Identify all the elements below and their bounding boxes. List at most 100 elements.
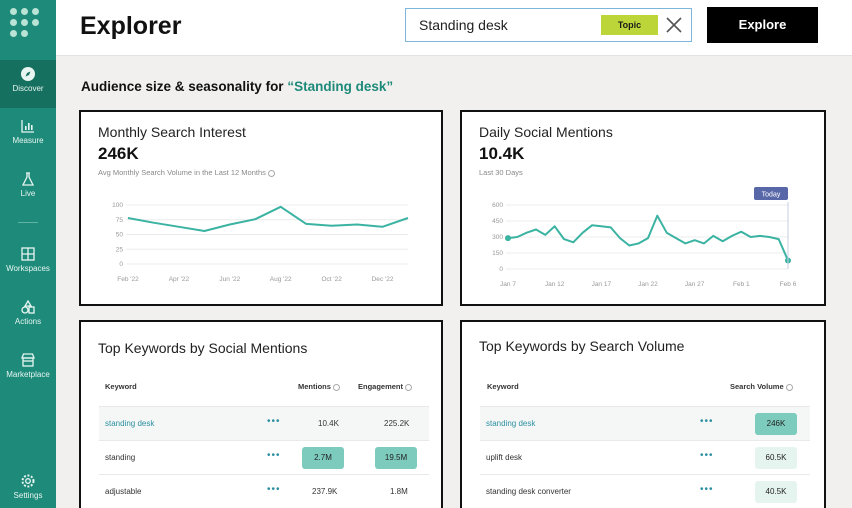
close-icon[interactable] xyxy=(664,15,684,35)
more-icon[interactable]: ••• xyxy=(267,450,281,461)
sidebar-item-workspaces[interactable]: Workspaces xyxy=(0,240,56,288)
info-icon[interactable] xyxy=(785,383,793,391)
sidebar-item-label: Settings xyxy=(13,491,43,500)
info-icon[interactable] xyxy=(267,169,275,177)
y-tick-label: 100 xyxy=(112,202,123,209)
y-tick-label: 0 xyxy=(499,266,503,273)
column-header-search-volume[interactable]: Search Volume xyxy=(730,382,793,391)
section-title-prefix: Audience size & seasonality for xyxy=(81,79,288,94)
table-row[interactable]: standing ••• 2.7M 19.5M xyxy=(99,440,429,474)
section-title-query: “Standing desk” xyxy=(287,79,394,94)
card-subtitle-text: Avg Monthly Search Volume in the Last 12… xyxy=(98,168,266,177)
sidebar-item-settings[interactable]: Settings xyxy=(0,469,56,508)
more-icon[interactable]: ••• xyxy=(267,484,281,495)
table-row[interactable]: standing desk converter ••• 40.5K xyxy=(480,474,810,508)
sidebar-item-label: Actions xyxy=(14,317,42,326)
sidebar-item-measure[interactable]: Measure xyxy=(0,112,56,160)
y-tick-label: 150 xyxy=(492,250,503,257)
y-tick-label: 75 xyxy=(116,217,124,224)
topic-badge: Topic xyxy=(601,15,658,35)
x-tick-label: Aug '22 xyxy=(270,276,292,283)
search-volume-value: 40.5K xyxy=(755,481,797,503)
grid-icon xyxy=(21,247,35,261)
y-tick-label: 300 xyxy=(492,234,503,241)
engagement-value: 19.5M xyxy=(375,447,417,469)
y-tick-label: 50 xyxy=(116,232,124,239)
flask-icon xyxy=(21,172,35,186)
card-title: Top Keywords by Social Mentions xyxy=(98,340,308,356)
page-title: Explorer xyxy=(80,12,182,40)
more-icon[interactable]: ••• xyxy=(700,450,714,461)
x-tick-label: Feb '22 xyxy=(117,276,139,283)
today-marker-badge xyxy=(754,187,788,200)
sidebar-item-label: Workspaces xyxy=(6,264,50,273)
store-icon xyxy=(21,353,35,367)
sidebar-item-label: Measure xyxy=(12,136,44,145)
keyword-text[interactable]: standing xyxy=(105,453,136,462)
more-icon[interactable]: ••• xyxy=(267,416,281,427)
search-keywords-card: Top Keywords by Search Volume Keyword Se… xyxy=(460,320,826,508)
series-line xyxy=(507,214,789,261)
x-tick-label: Feb 1 xyxy=(733,281,750,288)
keyword-link[interactable]: standing desk xyxy=(105,419,155,428)
card-value: 246K xyxy=(98,144,139,163)
daily-line-chart: 0 150 300 450 600 Jan 7 Jan 12 Jan 17 Jan 22 Jan … xyxy=(492,187,797,288)
monthly-line-chart: 0 25 50 75 100 Feb '22 Apr '22 Jun '22 Aug '22 Oc… xyxy=(112,202,409,283)
keyword-text[interactable]: adjustable xyxy=(105,487,142,496)
x-tick-label: Jan 17 xyxy=(592,281,612,288)
sidebar-item-discover[interactable]: Discover xyxy=(0,60,56,108)
table-row[interactable]: standing desk ••• 246K xyxy=(480,406,810,440)
sidebar-item-label: Live xyxy=(20,189,36,198)
mentions-value: 2.7M xyxy=(302,447,344,469)
keyword-text[interactable]: uplift desk xyxy=(486,453,523,462)
search-input[interactable]: Standing desk Topic xyxy=(405,8,692,42)
card-title: Top Keywords by Search Volume xyxy=(479,338,685,354)
x-tick-label: Jan 22 xyxy=(638,281,658,288)
series-line xyxy=(127,205,409,232)
column-header-keyword[interactable]: Keyword xyxy=(105,382,137,391)
sidebar-item-actions[interactable]: Actions xyxy=(0,293,56,341)
data-point xyxy=(505,235,511,242)
sidebar-item-live[interactable]: Live xyxy=(0,165,56,213)
search-volume-value: 60.5K xyxy=(755,447,797,469)
social-keywords-card: Top Keywords by Social Mentions Keyword … xyxy=(79,320,443,508)
card-subtitle: Avg Monthly Search Volume in the Last 12… xyxy=(98,168,275,177)
header: Explorer Standing desk Topic Explore xyxy=(56,0,852,56)
table-row[interactable]: adjustable ••• 237.9K 1.8M xyxy=(99,474,429,508)
keyword-link[interactable]: standing desk xyxy=(486,419,536,428)
table-row[interactable]: uplift desk ••• 60.5K xyxy=(480,440,810,474)
x-tick-label: Jan 7 xyxy=(500,281,516,288)
column-header-label: Engagement xyxy=(358,382,404,391)
shapes-icon xyxy=(21,299,35,314)
keyword-text[interactable]: standing desk converter xyxy=(486,487,571,496)
more-icon[interactable]: ••• xyxy=(700,416,714,427)
x-tick-label: Jan 27 xyxy=(685,281,705,288)
monthly-search-card: Monthly Search Interest 246K Avg Monthly… xyxy=(79,110,443,306)
sidebar: Discover Measure Live Workspaces Actions… xyxy=(0,0,56,508)
mentions-value: 237.9K xyxy=(312,487,338,496)
engagement-value: 1.8M xyxy=(390,487,408,496)
x-tick-label: Jun '22 xyxy=(219,276,240,283)
logo-icon[interactable] xyxy=(10,8,40,38)
engagement-value: 225.2K xyxy=(384,419,410,428)
card-subtitle: Last 30 Days xyxy=(479,168,523,177)
column-header-label: Search Volume xyxy=(730,382,784,391)
column-header-keyword[interactable]: Keyword xyxy=(487,382,519,391)
info-icon[interactable] xyxy=(332,383,340,391)
table-row[interactable]: standing desk ••• 10.4K 225.2K xyxy=(99,406,429,440)
column-header-engagement[interactable]: Engagement xyxy=(358,382,413,391)
column-header-label: Mentions xyxy=(298,382,331,391)
section-title: Audience size & seasonality for “Standin… xyxy=(81,79,393,94)
column-header-mentions[interactable]: Mentions xyxy=(298,382,340,391)
x-tick-label: Jan 12 xyxy=(545,281,565,288)
sidebar-item-label: Marketplace xyxy=(6,370,50,379)
more-icon[interactable]: ••• xyxy=(700,484,714,495)
explore-button[interactable]: Explore xyxy=(707,7,818,43)
sidebar-item-label: Discover xyxy=(12,84,44,93)
bar-chart-icon xyxy=(21,120,34,133)
info-icon[interactable] xyxy=(405,383,413,391)
daily-mentions-card: Daily Social Mentions 10.4K Last 30 Days… xyxy=(460,110,826,306)
sidebar-item-marketplace[interactable]: Marketplace xyxy=(0,346,56,394)
x-tick-label: Oct '22 xyxy=(321,276,342,283)
x-tick-label: Dec '22 xyxy=(372,276,394,283)
